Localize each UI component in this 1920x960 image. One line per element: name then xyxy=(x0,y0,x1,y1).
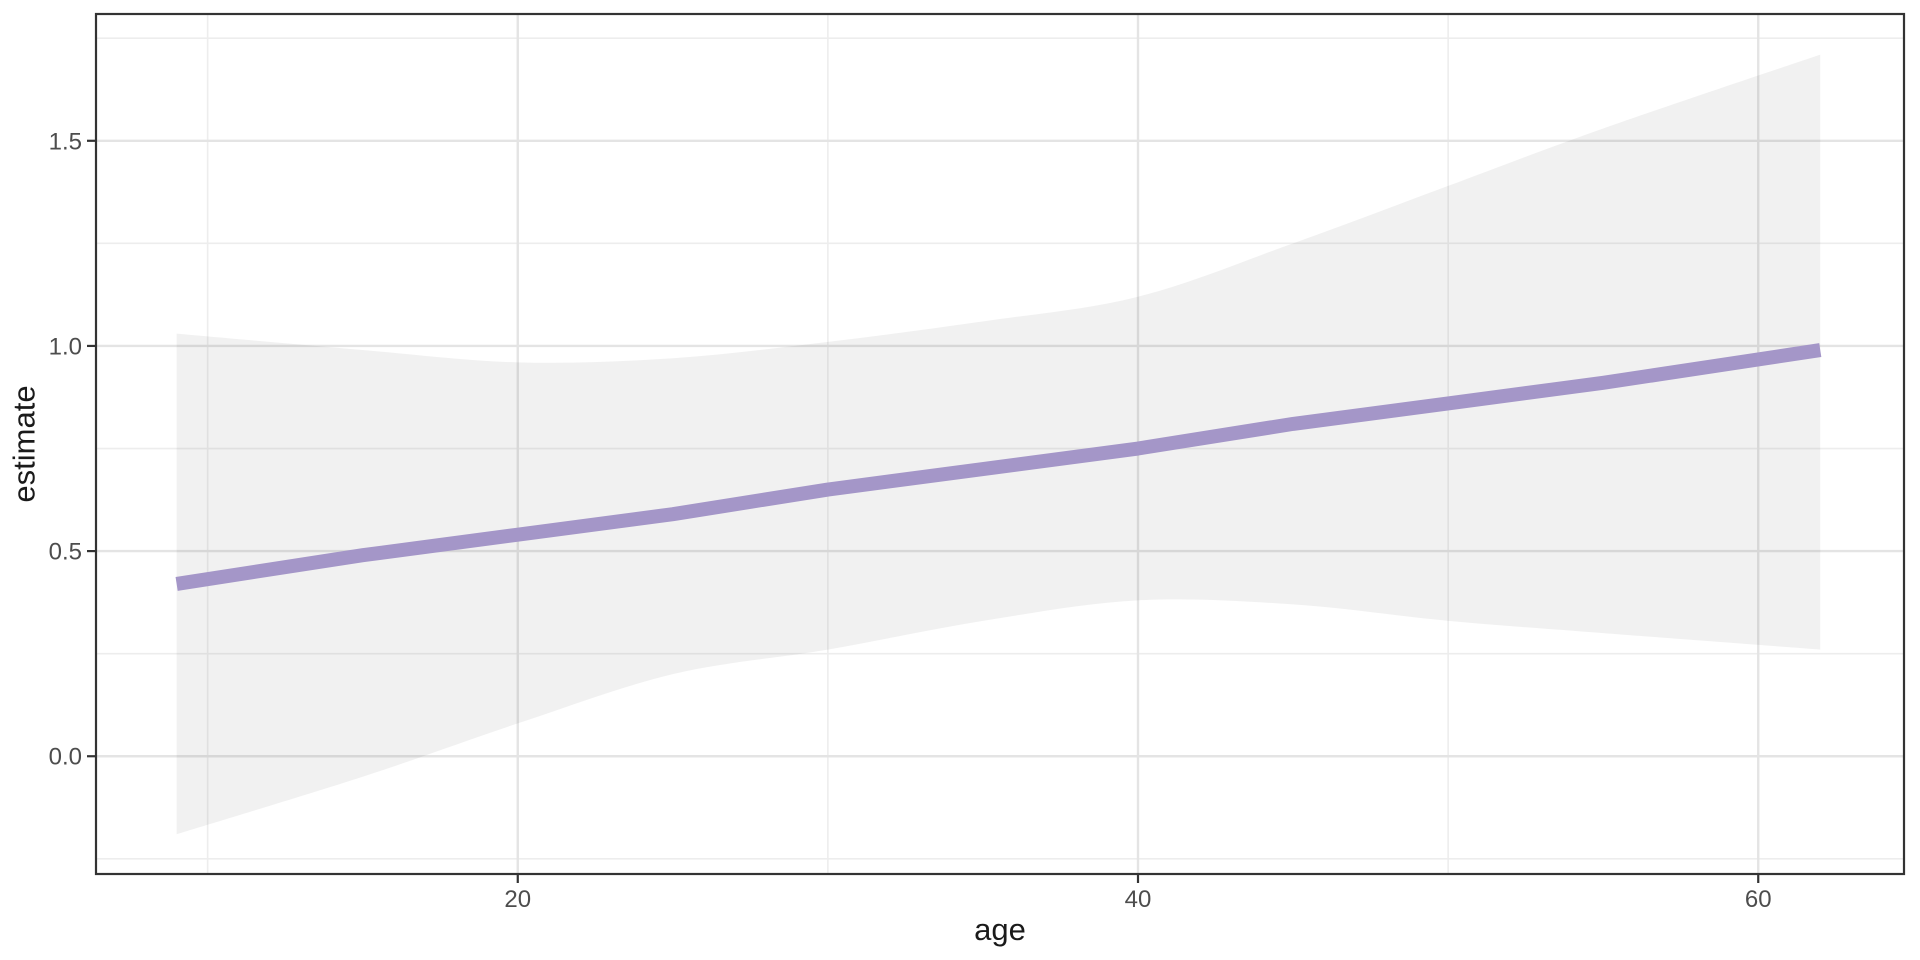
x-tick-label: 40 xyxy=(1125,886,1152,913)
x-tick-label: 60 xyxy=(1745,886,1772,913)
y-axis-title: estimate xyxy=(6,385,42,503)
x-tick-label: 20 xyxy=(504,886,531,913)
regression-line xyxy=(175,343,1822,591)
x-axis-title: age xyxy=(974,912,1026,947)
y-tick-label: 0.0 xyxy=(49,744,82,771)
panel-background xyxy=(96,14,1904,874)
y-tick-label: 1.0 xyxy=(49,333,82,360)
y-tick-label: 0.5 xyxy=(49,539,82,566)
panel-border xyxy=(94,12,1906,876)
confidence-ribbon xyxy=(176,54,1821,835)
y-tick-label: 1.5 xyxy=(49,128,82,155)
